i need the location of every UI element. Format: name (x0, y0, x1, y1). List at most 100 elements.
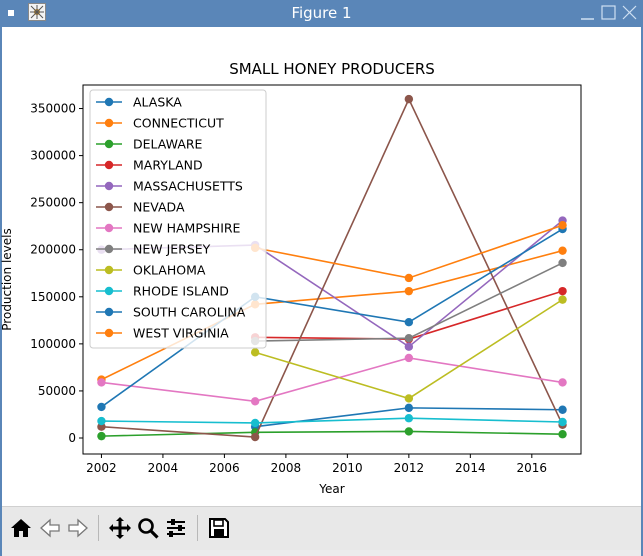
legend-item: RHODE ISLAND (96, 284, 229, 299)
legend-item: SOUTH CAROLINA (96, 305, 246, 320)
legend-item: MASSACHUSETTS (96, 179, 243, 194)
legend-label: MARYLAND (133, 158, 203, 173)
data-point (558, 246, 567, 255)
data-point (558, 258, 567, 268)
toolbar-separator (98, 515, 99, 541)
zoom-icon[interactable] (136, 516, 160, 540)
legend-swatch-marker (104, 118, 114, 128)
data-point (97, 431, 106, 441)
legend-swatch-marker (104, 181, 114, 191)
legend-label: RHODE ISLAND (133, 284, 229, 299)
toolbar (2, 506, 641, 551)
legend-item: CONNECTICUT (96, 116, 224, 131)
series-rhode-island (97, 414, 567, 428)
series-line (101, 97, 564, 438)
data-point (97, 378, 106, 387)
chart-title: SMALL HONEY PRODUCERS (229, 60, 435, 78)
configure-icon[interactable] (164, 516, 188, 540)
save-icon[interactable] (207, 516, 231, 540)
app-icon (28, 3, 46, 21)
legend-item: NEW HAMPSHIRE (96, 221, 241, 236)
toolbar-separator (197, 515, 198, 541)
x-tick-label: 2008 (271, 461, 302, 475)
data-point (404, 353, 414, 363)
legend-item: NEW JERSEY (96, 242, 211, 257)
legend-item: OKLAHOMA (96, 263, 206, 278)
series-oklahoma (250, 295, 567, 403)
legend-label: NEVADA (133, 200, 185, 215)
pan-icon[interactable] (108, 516, 132, 540)
y-axis-label: Production levels (0, 228, 14, 330)
data-point (250, 432, 260, 442)
forward-icon[interactable] (66, 516, 90, 540)
y-tick-label: 100000 (30, 337, 76, 351)
legend-label: NEW JERSEY (133, 242, 211, 257)
data-point (558, 417, 567, 427)
data-point (404, 273, 414, 283)
x-tick-label: 2016 (517, 461, 548, 475)
series-line (254, 224, 563, 279)
legend-swatch-marker (104, 139, 114, 149)
data-point (97, 416, 106, 426)
data-point (558, 378, 567, 387)
y-tick-label: 300000 (30, 149, 76, 163)
data-point (404, 403, 414, 413)
axes-frame (82, 84, 582, 455)
chart: 2002 2004 2006 2008 2010 2012 2014 2016 0 50000 10… (0, 60, 582, 496)
data-point (404, 342, 414, 351)
data-point (250, 397, 260, 406)
x-axis-label: Year (318, 482, 344, 496)
series-delaware (97, 427, 567, 441)
maximize-icon[interactable] (600, 4, 617, 21)
legend-box (89, 89, 267, 349)
series-line (101, 430, 563, 437)
legend-item: MARYLAND (96, 158, 203, 173)
home-icon[interactable] (9, 516, 33, 540)
close-icon[interactable] (621, 4, 638, 21)
data-point (558, 295, 567, 304)
x-tick-label: 2006 (209, 461, 240, 475)
legend-item: NEVADA (96, 200, 185, 215)
legend-swatch-marker (104, 97, 114, 107)
ticks-layer: 2002 2004 2006 2008 2010 2012 2014 2016 0 50000 10… (30, 102, 547, 475)
legend-label: DELAWARE (133, 137, 203, 152)
window-border-right (641, 27, 643, 556)
legend-label: OKLAHOMA (133, 263, 206, 278)
x-tick-label: 2014 (455, 461, 486, 475)
data-point (558, 405, 567, 414)
series-new-hampshire (97, 353, 567, 406)
data-point (404, 286, 414, 296)
title-bar: Figure 1 (0, 0, 643, 27)
data-point (250, 418, 260, 428)
window-menu-button[interactable] (8, 10, 14, 16)
legend: ALASKA CONNECTICUT DELAWARE MARYLAND MASSACH… (89, 89, 267, 349)
y-tick-label: 0 (68, 431, 76, 445)
series-line (100, 228, 563, 408)
data-point (404, 414, 414, 423)
x-tick-label: 2012 (394, 461, 425, 475)
legend-item: ALASKA (96, 95, 182, 110)
legend-label: CONNECTICUT (133, 116, 224, 131)
data-point (404, 94, 414, 104)
data-point (558, 221, 567, 230)
y-tick-label: 150000 (30, 290, 76, 304)
back-icon[interactable] (38, 516, 62, 540)
legend-label: ALASKA (133, 95, 182, 110)
legend-swatch-marker (104, 265, 114, 275)
x-tick-label: 2010 (332, 461, 363, 475)
legend-item: WEST VIRGINIA (96, 326, 229, 341)
legend-swatch-marker (104, 307, 114, 317)
legend-label: SOUTH CAROLINA (133, 305, 246, 320)
data-point (404, 394, 414, 403)
data-point (404, 318, 414, 327)
legend-swatch-marker (104, 328, 114, 338)
legend-swatch-marker (104, 202, 114, 212)
window-border-left (0, 27, 2, 556)
y-tick-label: 200000 (30, 243, 76, 257)
y-tick-label: 50000 (38, 384, 76, 398)
minimize-icon[interactable] (579, 4, 596, 21)
y-tick-label: 350000 (30, 102, 76, 116)
legend-label: MASSACHUSETTS (133, 179, 243, 194)
window-title: Figure 1 (291, 4, 352, 22)
legend-swatch-marker (104, 223, 114, 233)
